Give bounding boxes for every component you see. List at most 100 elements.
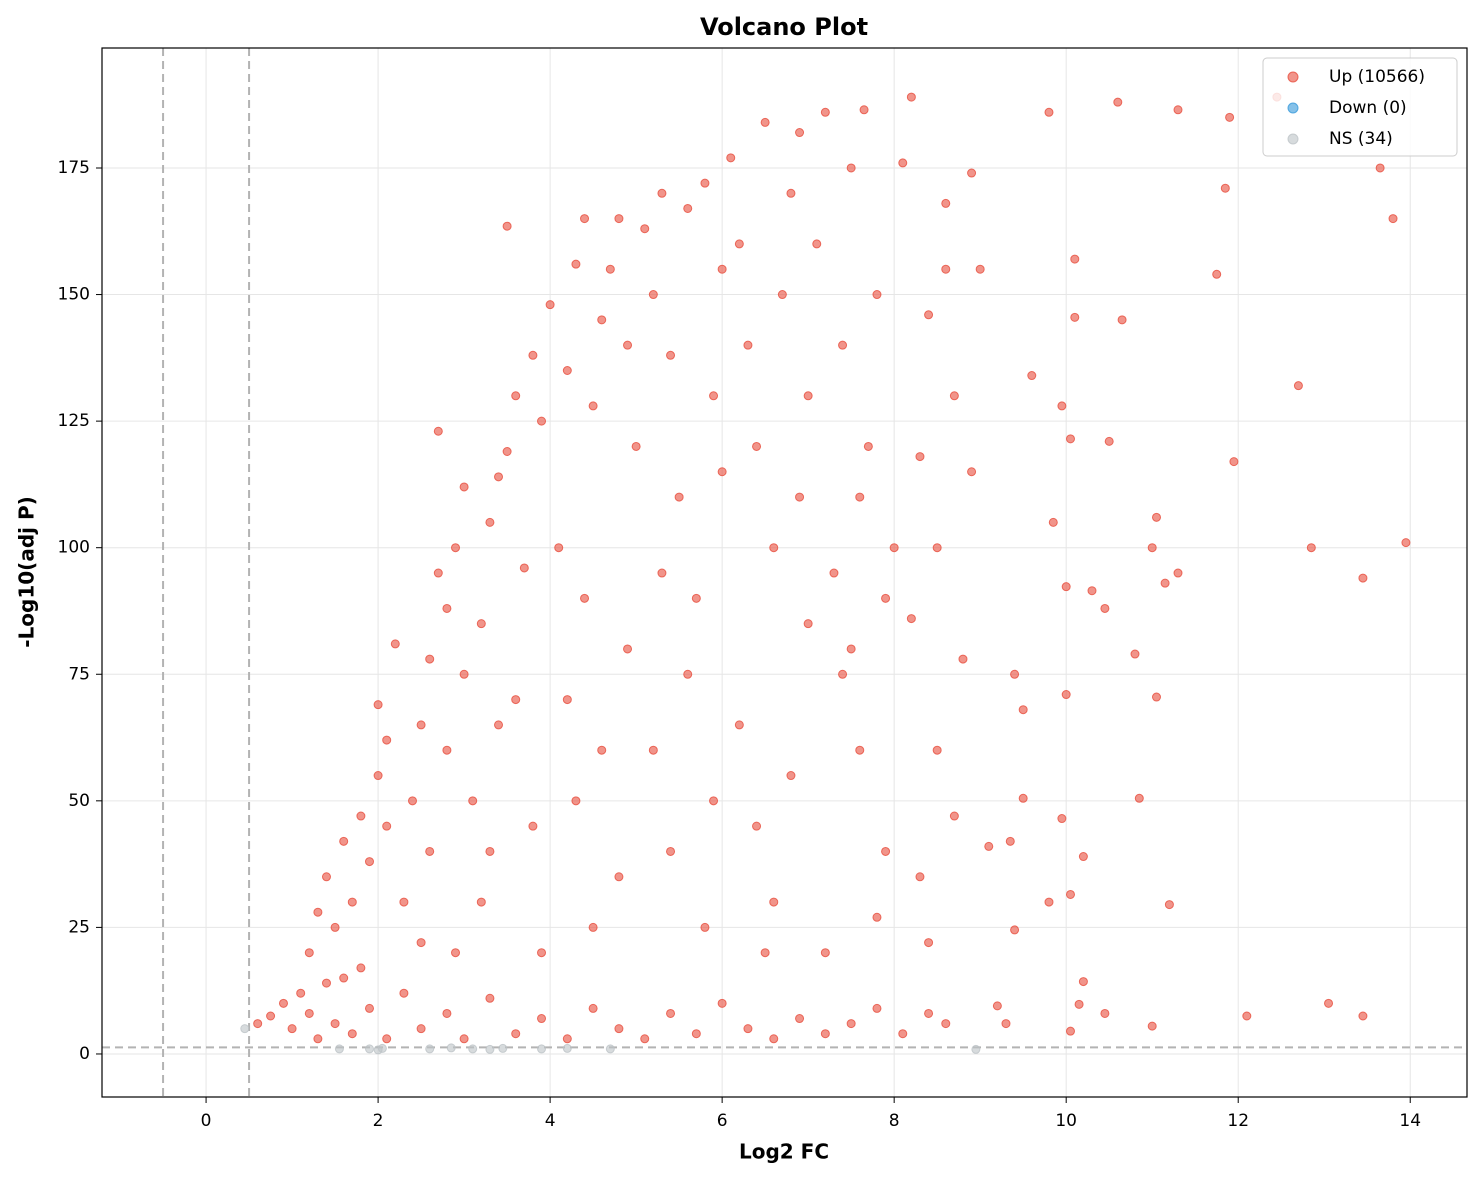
data-point — [1061, 690, 1071, 700]
data-point — [666, 1008, 676, 1018]
data-point — [906, 614, 916, 624]
plot-frame — [101, 47, 1468, 1098]
data-point — [485, 993, 495, 1003]
data-point — [476, 619, 486, 629]
data-point — [1044, 897, 1054, 907]
data-point — [820, 948, 830, 958]
data-point — [1160, 578, 1170, 588]
data-point — [941, 198, 951, 208]
data-point — [502, 221, 512, 231]
data-point — [1306, 543, 1316, 553]
data-point — [494, 720, 504, 730]
data-point — [356, 963, 366, 973]
data-point — [898, 158, 908, 168]
data-point — [1048, 517, 1058, 527]
data-point — [726, 153, 736, 163]
data-point — [313, 907, 323, 917]
data-point — [984, 841, 994, 851]
data-point — [1044, 107, 1054, 117]
data-point — [1061, 582, 1071, 592]
data-point — [1065, 1026, 1075, 1036]
data-point — [623, 644, 633, 654]
data-point — [377, 1043, 387, 1053]
data-point — [769, 543, 779, 553]
data-point — [1147, 1021, 1157, 1031]
data-point — [313, 1034, 323, 1044]
data-point — [399, 988, 409, 998]
data-point — [347, 1029, 357, 1039]
data-point — [666, 846, 676, 856]
data-point — [1070, 254, 1080, 264]
data-point — [408, 796, 418, 806]
data-point — [511, 695, 521, 705]
data-point — [949, 391, 959, 401]
data-point — [949, 811, 959, 821]
data-point — [562, 365, 572, 375]
data-point — [339, 836, 349, 846]
data-point — [562, 1034, 572, 1044]
legend: Up (10566) Down (0) NS (34) — [1262, 57, 1458, 157]
data-point — [382, 821, 392, 831]
data-point — [1164, 900, 1174, 910]
y-tick-label: 125 — [58, 411, 90, 431]
data-point — [1134, 793, 1144, 803]
data-point — [433, 426, 443, 436]
data-point — [915, 452, 925, 462]
data-point — [838, 340, 848, 350]
x-tick-label: 6 — [717, 1111, 728, 1131]
data-point — [648, 290, 658, 300]
data-point — [872, 912, 882, 922]
data-point — [846, 163, 856, 173]
data-point — [1005, 836, 1015, 846]
data-point — [442, 603, 452, 613]
data-point — [364, 857, 374, 867]
data-point — [803, 391, 813, 401]
data-point — [743, 340, 753, 350]
data-point — [442, 745, 452, 755]
x-axis-label: Log2 FC — [739, 1140, 829, 1164]
data-point — [425, 1044, 435, 1054]
data-point — [485, 846, 495, 856]
data-point — [752, 441, 762, 451]
data-point — [691, 1029, 701, 1039]
data-point — [777, 290, 787, 300]
data-point — [846, 1019, 856, 1029]
data-point — [1212, 269, 1222, 279]
data-point — [330, 1019, 340, 1029]
data-point — [537, 416, 547, 426]
data-point — [752, 821, 762, 831]
data-point — [846, 644, 856, 654]
data-point — [1100, 603, 1110, 613]
data-point — [992, 1001, 1002, 1011]
data-point — [1100, 1008, 1110, 1018]
data-point — [657, 188, 667, 198]
data-point — [820, 107, 830, 117]
data-point — [941, 1019, 951, 1029]
x-tick-label: 14 — [1399, 1111, 1421, 1131]
data-point — [657, 568, 667, 578]
data-point — [266, 1011, 276, 1021]
data-point — [932, 745, 942, 755]
data-point — [519, 563, 529, 573]
data-point — [562, 1043, 572, 1053]
data-point — [1147, 543, 1157, 553]
data-point — [1078, 977, 1088, 987]
grid — [102, 48, 1467, 1097]
reference-lines — [102, 48, 1467, 1097]
x-tick-label: 4 — [545, 1111, 556, 1131]
data-point — [580, 593, 590, 603]
data-point — [545, 300, 555, 310]
data-point — [1104, 436, 1114, 446]
data-point — [588, 401, 598, 411]
data-point — [786, 188, 796, 198]
data-point — [537, 1014, 547, 1024]
data-point — [709, 796, 719, 806]
data-point — [459, 669, 469, 679]
data-point — [1151, 692, 1161, 702]
y-tick-label: 50 — [68, 791, 90, 811]
data-point — [623, 340, 633, 350]
data-point — [364, 1044, 374, 1054]
data-point — [717, 264, 727, 274]
y-axis-label: -Log10(adj P) — [15, 496, 39, 648]
